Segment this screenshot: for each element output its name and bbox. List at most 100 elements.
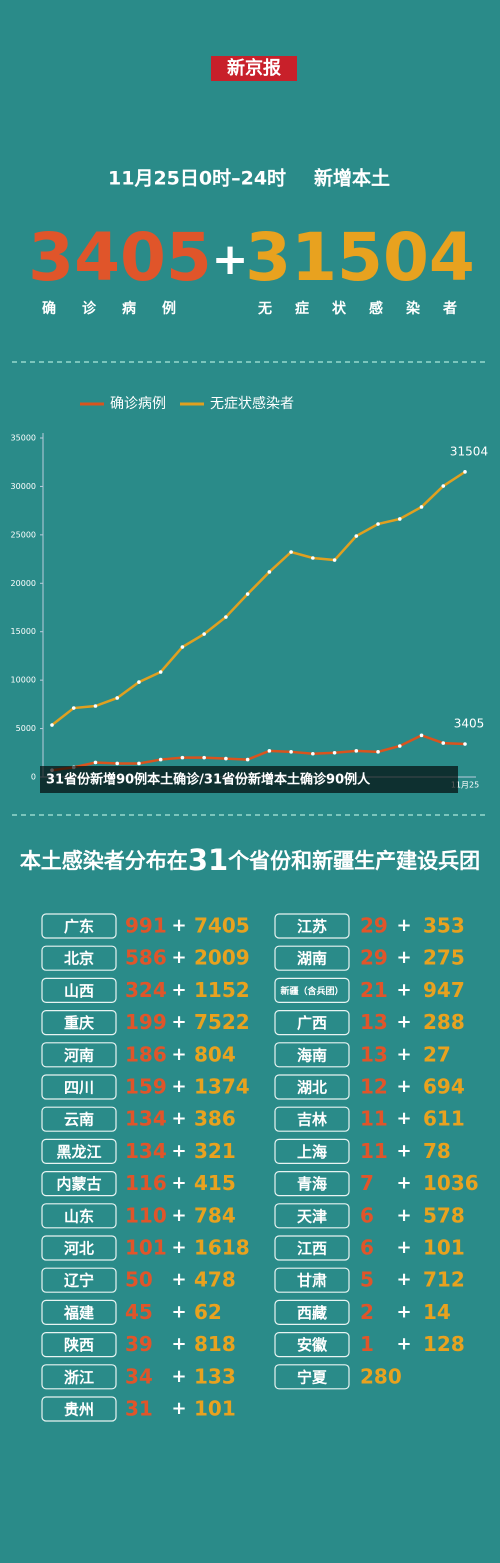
title-part: 个省份和新疆生产建设兵团 [228,849,480,873]
logo-box [211,56,297,81]
point [245,757,250,762]
confirmed: 31 [125,1397,153,1421]
confirmed: 11 [360,1107,388,1131]
point [137,761,141,766]
province-box [274,1138,350,1165]
separator: + [171,915,186,936]
asymptomatic: 611 [423,1107,465,1131]
province-box [41,945,117,971]
separator: + [171,1237,186,1258]
point [332,750,337,755]
province-box [274,977,350,1004]
separator: + [171,1140,186,1161]
separator: + [396,1269,411,1290]
asymptomatic: 101 [194,1397,236,1421]
asymptomatic-label: 无症状感染者 [257,300,480,317]
asymptomatic: 14 [423,1300,451,1324]
separator: + [171,1205,186,1226]
point [354,749,359,753]
asymptomatic: 78 [423,1139,451,1163]
separator: + [396,1205,411,1226]
y-tick-label: 5000 [16,724,36,733]
province: 天津 [297,1207,327,1225]
y-tick-label: 10000 [11,676,36,685]
province-box [41,1106,117,1132]
separator: + [396,1301,411,1322]
asymptomatic: 101 [423,1236,465,1260]
point [397,744,402,748]
province: 浙江 [64,1368,94,1386]
point [202,755,206,760]
subject: 新增本土 [314,167,390,190]
province-box [41,977,117,1004]
province-box [274,1299,350,1326]
point [311,556,315,560]
point [71,706,76,710]
province: 吉林 [297,1111,328,1129]
point [180,755,185,760]
point [354,534,359,538]
confirmed: 101 [125,1236,167,1260]
confirmed: 116 [125,1171,167,1195]
point [115,761,120,766]
province: 甘肃 [297,1272,327,1290]
province: 江苏 [297,918,327,936]
asymptomatic: 386 [194,1107,236,1131]
separator: + [396,1012,411,1033]
asymptomatic: 578 [423,1203,465,1227]
separator: + [396,1334,411,1355]
data-label: 31504 [450,444,488,458]
confirmed: 13 [360,1042,388,1066]
province: 宁夏 [297,1368,328,1386]
separator: + [396,1173,411,1194]
province-box [41,1009,117,1036]
province: 海南 [297,1046,327,1064]
asymptomatic: 288 [423,1010,465,1034]
province-box [41,1299,117,1326]
province-box [41,1396,117,1422]
confirmed: 5 [360,1268,374,1292]
province: 河南 [64,1046,94,1064]
province: 北京 [64,950,94,968]
province: 辽宁 [64,1272,94,1290]
asymptomatic: 415 [194,1171,236,1195]
y-tick-label: 30000 [11,482,36,491]
confirmed: 39 [125,1332,153,1356]
period: 11月25日0时–24时 [108,168,286,190]
province: 山东 [64,1207,94,1225]
confirmed: 134 [125,1139,167,1163]
confirmed: 199 [125,1010,167,1034]
province-box [274,1009,350,1036]
confirmed: 186 [125,1042,167,1066]
confirmed: 50 [125,1268,153,1292]
province-box [41,1331,117,1358]
province-box [41,1267,117,1293]
province-box [274,1170,350,1197]
asymptomatic: 947 [423,978,465,1002]
series-line [51,470,466,726]
province-box [274,1331,350,1358]
asymptomatic: 7405 [194,914,250,938]
point [93,704,98,708]
province: 重庆 [64,1014,94,1032]
province: 贵州 [64,1401,94,1419]
point [224,615,228,619]
confirmed: 29 [360,946,388,970]
separator: + [171,979,186,1000]
confirmed: 12 [360,1075,388,1099]
title-part: 本土感染者分布在 [20,849,188,873]
asymptomatic: 275 [423,946,465,970]
asymptomatic: 62 [194,1300,222,1324]
asymptomatic: 694 [423,1075,465,1099]
province: 河北 [64,1240,94,1258]
province: 福建 [63,1304,95,1322]
confirmed-label: 确诊病例 [42,300,202,317]
confirmed: 110 [125,1203,167,1227]
asymptomatic: 804 [194,1042,236,1066]
point [93,760,98,765]
point [441,484,446,488]
point [224,756,228,761]
point [158,670,163,674]
confirmed: 34 [125,1364,153,1388]
